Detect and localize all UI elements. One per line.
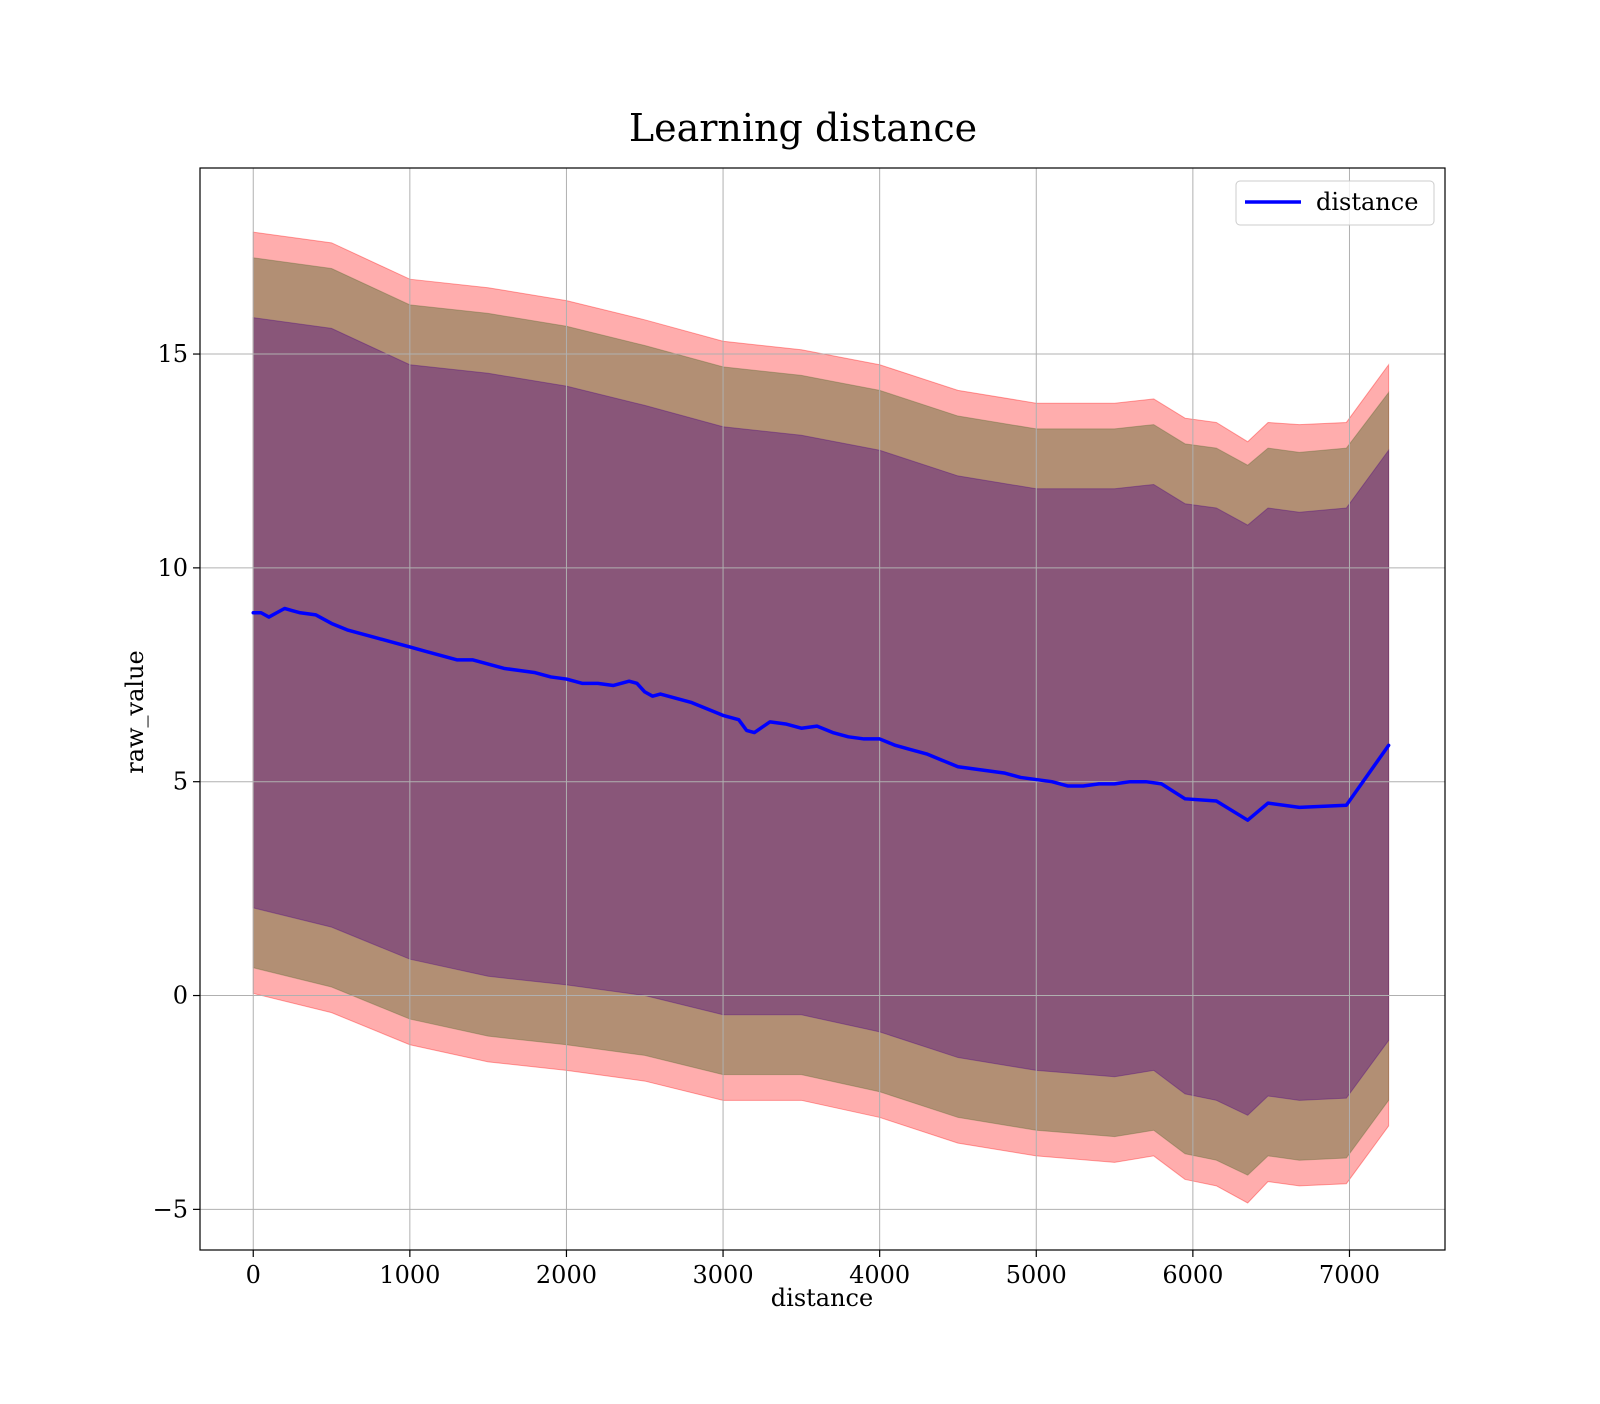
x-tick-label: 7000: [1319, 1261, 1380, 1289]
y-tick-label: 5: [173, 768, 188, 796]
x-tick-label: 2000: [536, 1261, 597, 1289]
x-axis-label: distance: [771, 1284, 873, 1312]
y-tick-label: 10: [157, 554, 188, 582]
band-2: [252, 257, 1390, 1176]
x-axis-ticks: 0 1000 2000 3000 4000 5000 6000 7000: [246, 1250, 1380, 1289]
y-axis-ticks: −5 0 5 10 15: [153, 340, 200, 1223]
x-tick-label: 0: [246, 1261, 261, 1289]
chart-title: Learning distance: [629, 106, 977, 150]
plot-frame: [199, 167, 1446, 1251]
x-tick-label: 5000: [1006, 1261, 1067, 1289]
x-tick-label: 3000: [693, 1261, 754, 1289]
legend-label-distance: distance: [1316, 188, 1418, 216]
legend: distance: [1235, 180, 1435, 226]
y-tick-label: 15: [157, 340, 188, 368]
confidence-bands: [252, 231, 1390, 1204]
y-axis-label: raw_value: [121, 650, 149, 774]
grid: [200, 168, 1445, 1250]
series-line-distance: [251, 606, 1391, 822]
y-tick-label: −5: [153, 1195, 188, 1223]
band-1: [252, 231, 1390, 1204]
legend-box: [1235, 180, 1435, 226]
x-tick-label: 6000: [1162, 1261, 1223, 1289]
x-tick-label: 4000: [849, 1261, 910, 1289]
band-3: [252, 317, 1390, 1116]
series-lines: [251, 606, 1391, 822]
x-tick-label: 1000: [379, 1261, 440, 1289]
y-tick-label: 0: [173, 982, 188, 1010]
